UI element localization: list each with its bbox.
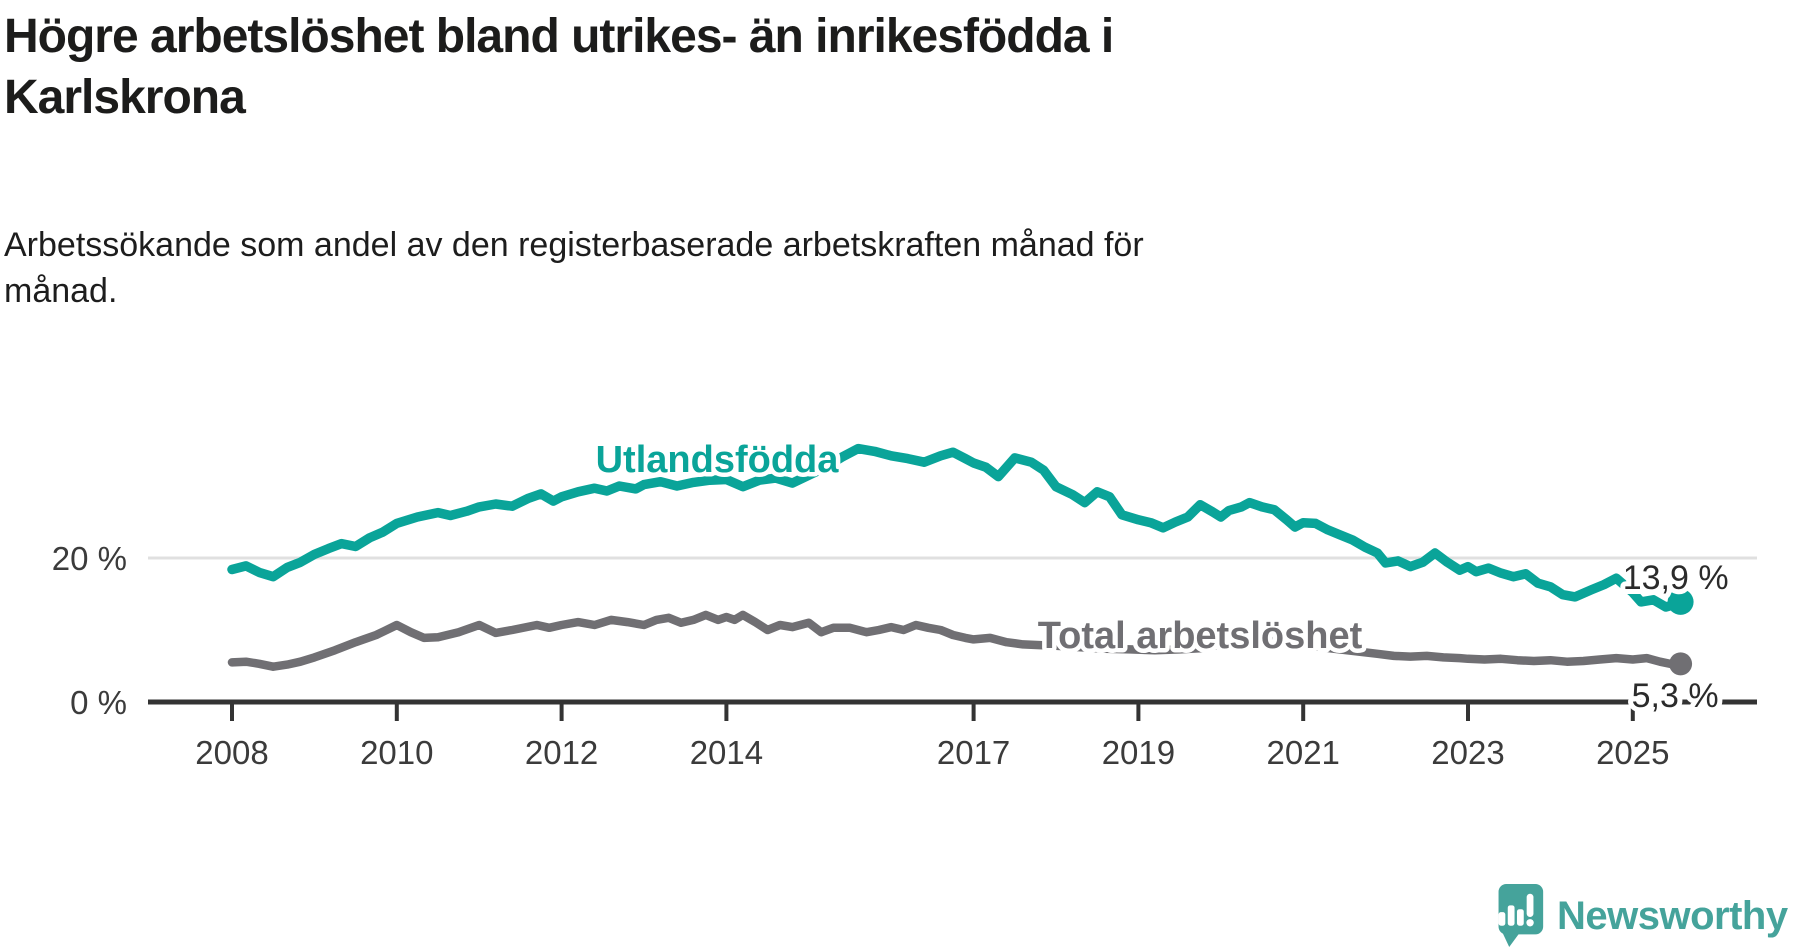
x-tick-label: 2021 — [1266, 734, 1339, 771]
end-value-label-utlandsfodda: 13,9 % — [1623, 559, 1729, 597]
x-tick-label: 2025 — [1596, 734, 1669, 771]
series-line-total — [227, 610, 1685, 671]
series-label-utlandsfodda: Utlandsfödda — [596, 439, 840, 481]
end-dot-utlandsfodda — [1667, 588, 1694, 615]
x-tick-label: 2008 — [195, 734, 268, 771]
x-tick-label: 2017 — [937, 734, 1010, 771]
x-tick-label: 2012 — [525, 734, 598, 771]
end-dot-total — [1669, 652, 1693, 676]
series-line-utlandsfodda — [227, 443, 1686, 612]
subtitle-line-2: månad. — [4, 272, 118, 310]
series-label-total: Total arbetslöshet — [1038, 615, 1363, 657]
end-value-label-total: 5,3 % — [1632, 677, 1719, 715]
x-tick-label: 2023 — [1431, 734, 1504, 771]
newsworthy-logo-icon — [1496, 884, 1544, 948]
subtitle-line-1: Arbetssökande som andel av den registerb… — [4, 226, 1144, 264]
title-line-1: Högre arbetslöshet bland utrikes- än inr… — [4, 10, 1114, 63]
newsworthy-logo: Newsworthy — [1488, 884, 1788, 948]
y-tick-label: 0 % — [70, 684, 127, 721]
chart-subtitle: Arbetssökande som andel av den registerb… — [4, 222, 1504, 314]
newsworthy-logo-text: Newsworthy — [1557, 893, 1788, 938]
x-tick-label: 2014 — [690, 734, 763, 771]
x-tick-label: 2019 — [1102, 734, 1175, 771]
y-tick-label: 20 % — [52, 540, 127, 577]
title-line-2: Karlskrona — [4, 71, 246, 124]
x-tick-label: 2010 — [360, 734, 433, 771]
page-title: Högre arbetslöshet bland utrikes- än inr… — [4, 6, 1604, 128]
